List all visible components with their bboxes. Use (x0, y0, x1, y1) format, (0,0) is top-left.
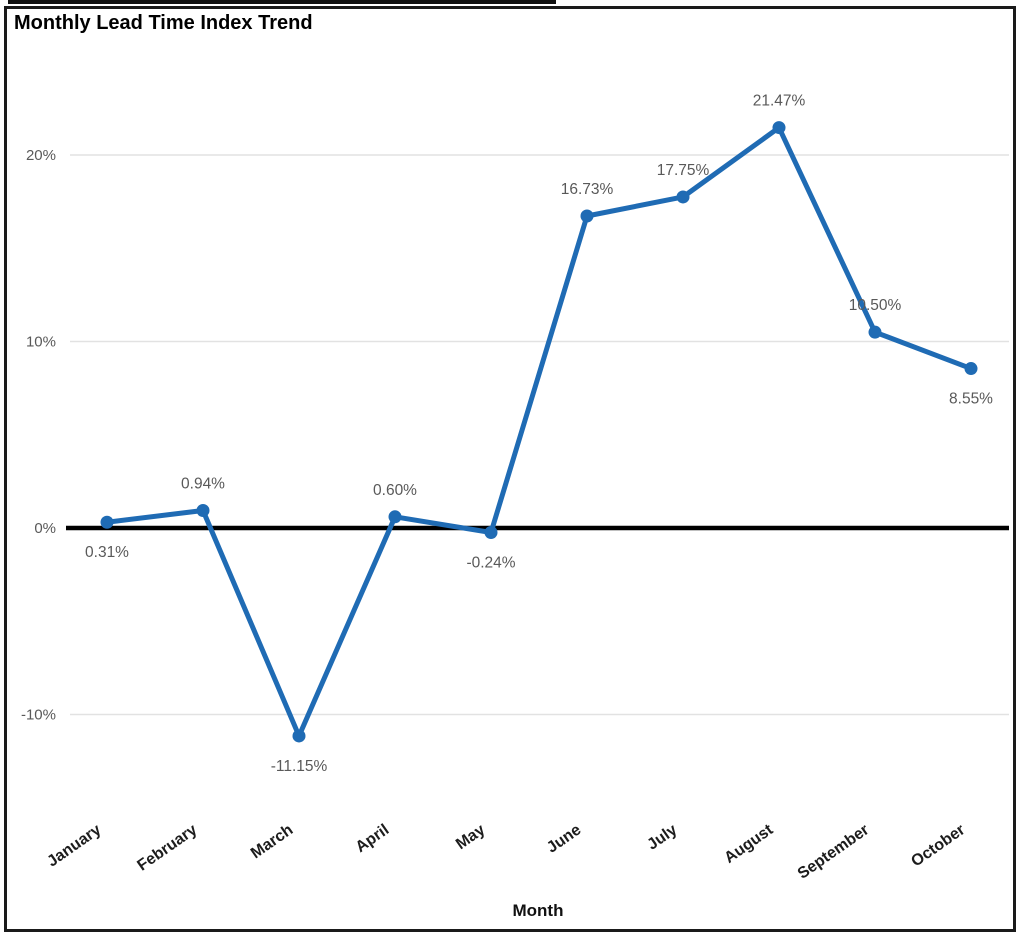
x-tick-label: May (453, 821, 488, 853)
x-axis-title: Month (513, 901, 564, 920)
data-point-marker (868, 325, 882, 339)
data-point-label: -0.24% (466, 554, 515, 571)
y-tick-label: -10% (21, 707, 56, 724)
y-tick-label: 20% (26, 147, 56, 164)
data-point-label: 16.73% (561, 181, 614, 198)
trend-line (104, 125, 974, 739)
data-point-label: 8.55% (949, 391, 993, 408)
x-tick-label: August (721, 821, 776, 867)
scan-artifact-bar (8, 0, 556, 4)
data-point-label: 0.31% (85, 544, 129, 561)
x-tick-label: March (248, 821, 296, 862)
chart-title: Monthly Lead Time Index Trend (14, 12, 313, 34)
x-tick-label: January (44, 821, 104, 870)
x-tick-label: September (795, 821, 872, 882)
x-tick-label: February (134, 821, 200, 874)
data-point-marker (484, 525, 498, 539)
x-tick-label: April (353, 821, 393, 856)
data-point-label: 0.94% (181, 475, 225, 492)
data-point-marker (964, 362, 978, 376)
data-point-marker (196, 503, 210, 517)
x-tick-label: October (908, 821, 968, 870)
data-point-marker (580, 209, 594, 223)
x-tick-label: July (644, 821, 680, 853)
data-point-label: 10.50% (849, 297, 902, 314)
x-tick-label: June (544, 821, 584, 856)
data-point-marker (676, 190, 690, 204)
data-point-label: -11.15% (271, 758, 328, 775)
data-point-marker (100, 515, 114, 529)
data-point-marker (292, 729, 306, 743)
data-point-label: 21.47% (753, 93, 806, 110)
y-tick-label: 0% (34, 520, 56, 537)
data-point-label: 17.75% (657, 162, 710, 179)
data-point-marker (388, 510, 402, 524)
y-tick-label: 10% (26, 334, 56, 351)
data-point-marker (772, 121, 786, 135)
data-point-label: 0.60% (373, 482, 417, 499)
